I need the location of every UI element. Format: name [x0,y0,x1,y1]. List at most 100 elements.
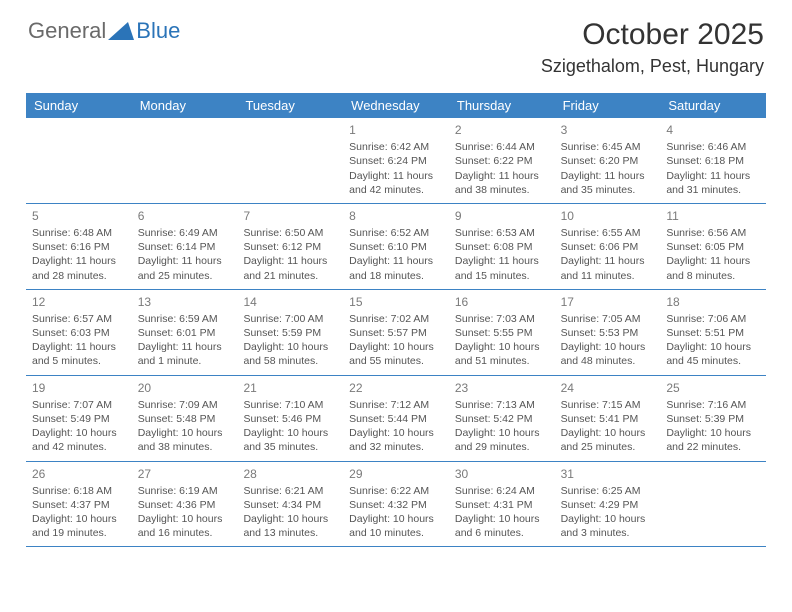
sunset-text: Sunset: 6:01 PM [138,326,232,340]
calendar-cell: 10Sunrise: 6:55 AMSunset: 6:06 PMDayligh… [555,204,661,289]
day-number: 25 [666,380,760,396]
calendar-cell: 13 Sunrise: 6:59 AMSunset: 6:01 PMDayligh… [132,290,238,375]
calendar-cell: 30Sunrise: 6:24 AMSunset: 4:31 PMDayligh… [449,462,555,547]
calendar-cell: 28Sunrise: 6:21 AMSunset: 4:34 PMDayligh… [237,462,343,547]
sunset-text: Sunset: 4:37 PM [32,498,126,512]
daylight-text: Daylight: 10 hours and 10 minutes. [349,512,443,540]
sunrise-text: Sunrise: 7:10 AM [243,398,337,412]
sunrise-text: Sunrise: 6:21 AM [243,484,337,498]
sunrise-text: Sunrise: 6:22 AM [349,484,443,498]
sunrise-text: Sunrise: 7:13 AM [455,398,549,412]
daylight-text: Daylight: 10 hours and 29 minutes. [455,426,549,454]
calendar-row: 5Sunrise: 6:48 AMSunset: 6:16 PMDaylight… [26,204,766,290]
sunset-text: Sunset: 6:16 PM [32,240,126,254]
sunrise-text: Sunrise: 7:07 AM [32,398,126,412]
page-header: General Blue October 2025 Szigethalom, P… [0,0,792,85]
sunset-text: Sunset: 6:24 PM [349,154,443,168]
daylight-text: Daylight: 11 hours and 5 minutes. [32,340,126,368]
sunrise-text: Sunrise: 6:49 AM [138,226,232,240]
daylight-text: Daylight: 10 hours and 45 minutes. [666,340,760,368]
sunrise-text: Sunrise: 7:03 AM [455,312,549,326]
calendar-row: 12Sunrise: 6:57 AMSunset: 6:03 PMDayligh… [26,290,766,376]
sunrise-text: Sunrise: 7:05 AM [561,312,655,326]
daylight-text: Daylight: 10 hours and 16 minutes. [138,512,232,540]
daylight-text: Daylight: 11 hours and 18 minutes. [349,254,443,282]
calendar-row: 1 Sunrise: 6:42 AMSunset: 6:24 PM Daylight… [26,118,766,204]
daylight-text: Daylight: 10 hours and 51 minutes. [455,340,549,368]
calendar-cell: 18Sunrise: 7:06 AMSunset: 5:51 PMDayligh… [660,290,766,375]
sunrise-text: Sunrise: 6:18 AM [32,484,126,498]
sunrise-text: Sunrise: 6:57 AM [32,312,126,326]
sunset-text: Sunset: 6:03 PM [32,326,126,340]
sunset-text: Sunset: 5:55 PM [455,326,549,340]
sunset-text: Sunset: 4:36 PM [138,498,232,512]
daylight-text: Daylight: 10 hours and 6 minutes. [455,512,549,540]
daylight-text: Daylight: 10 hours and 38 minutes. [138,426,232,454]
sunrise-text: Sunrise: 7:16 AM [666,398,760,412]
daylight-text: Daylight: 10 hours and 58 minutes. [243,340,337,368]
sunrise-text: Sunrise: 6:24 AM [455,484,549,498]
day-number: 14 [243,294,337,310]
logo: General Blue [28,18,180,44]
location-label: Szigethalom, Pest, Hungary [541,56,764,77]
sunset-text: Sunset: 5:49 PM [32,412,126,426]
daylight-text: Daylight: 10 hours and 42 minutes. [32,426,126,454]
calendar-cell: 23Sunrise: 7:13 AMSunset: 5:42 PMDayligh… [449,376,555,461]
daylight-text: Daylight: 10 hours and 13 minutes. [243,512,337,540]
sunrise-text: Sunrise: 7:09 AM [138,398,232,412]
calendar-weekday-header: SundayMondayTuesdayWednesdayThursdayFrid… [26,93,766,118]
sunset-text: Sunset: 6:12 PM [243,240,337,254]
sunset-text: Sunset: 5:48 PM [138,412,232,426]
day-number: 6 [138,208,232,224]
sunrise-text: Sunrise: 7:12 AM [349,398,443,412]
daylight-text: Daylight: 10 hours and 3 minutes. [561,512,655,540]
calendar-row: 26Sunrise: 6:18 AMSunset: 4:37 PMDayligh… [26,462,766,548]
day-number: 1 [349,122,443,138]
calendar-cell: 4Sunrise: 6:46 AMSunset: 6:18 PMDaylight… [660,118,766,203]
sunrise-text: Sunrise: 7:15 AM [561,398,655,412]
sunrise-text: Sunrise: 6:42 AM [349,140,443,154]
day-number: 7 [243,208,337,224]
sunrise-text: Sunrise: 6:53 AM [455,226,549,240]
day-number: 20 [138,380,232,396]
day-number: 12 [32,294,126,310]
sunset-text: Sunset: 5:41 PM [561,412,655,426]
day-number: 22 [349,380,443,396]
calendar-cell: 20 Sunrise: 7:09 AMSunset: 5:48 PMDayligh… [132,376,238,461]
sunset-text: Sunset: 4:32 PM [349,498,443,512]
day-number: 28 [243,466,337,482]
sunrise-text: Sunrise: 6:52 AM [349,226,443,240]
weekday-header-cell: Wednesday [343,93,449,118]
daylight-text: Daylight: 11 hours and 25 minutes. [138,254,232,282]
calendar-cell [26,118,132,203]
daylight-text: Daylight: 11 hours and 31 minutes. [666,169,760,197]
calendar-cell: 17Sunrise: 7:05 AMSunset: 5:53 PMDayligh… [555,290,661,375]
daylight-text: Daylight: 10 hours and 19 minutes. [32,512,126,540]
daylight-text: Daylight: 11 hours and 1 minute. [138,340,232,368]
logo-triangle-icon [108,22,134,40]
sunrise-text: Sunrise: 6:59 AM [138,312,232,326]
sunset-text: Sunset: 6:22 PM [455,154,549,168]
calendar-cell: 6 Sunrise: 6:49 AMSunset: 6:14 PMDaylight… [132,204,238,289]
calendar-cell: 31Sunrise: 6:25 AMSunset: 4:29 PMDayligh… [555,462,661,547]
calendar-cell: 12 Sunrise: 6:57 AMSunset: 6:03 PMDayligh… [26,290,132,375]
day-number: 13 [138,294,232,310]
sunset-text: Sunset: 6:14 PM [138,240,232,254]
calendar-cell: 15Sunrise: 7:02 AMSunset: 5:57 PMDayligh… [343,290,449,375]
calendar-cell: 3Sunrise: 6:45 AMSunset: 6:20 PMDaylight… [555,118,661,203]
calendar-cell: 14Sunrise: 7:00 AMSunset: 5:59 PMDayligh… [237,290,343,375]
sunset-text: Sunset: 6:18 PM [666,154,760,168]
calendar-cell: 27Sunrise: 6:19 AMSunset: 4:36 PMDayligh… [132,462,238,547]
calendar-cell: 2Sunrise: 6:44 AMSunset: 6:22 PMDaylight… [449,118,555,203]
calendar-cell: 9Sunrise: 6:53 AMSunset: 6:08 PMDaylight… [449,204,555,289]
daylight-text: Daylight: 10 hours and 55 minutes. [349,340,443,368]
day-number: 29 [349,466,443,482]
sunset-text: Sunset: 6:05 PM [666,240,760,254]
calendar-cell: 19 Sunrise: 7:07 AMSunset: 5:49 PMDayligh… [26,376,132,461]
day-number: 15 [349,294,443,310]
weekday-header-cell: Sunday [26,93,132,118]
day-number: 2 [455,122,549,138]
calendar-cell [132,118,238,203]
day-number: 19 [32,380,126,396]
daylight-text: Daylight: 10 hours and 35 minutes. [243,426,337,454]
